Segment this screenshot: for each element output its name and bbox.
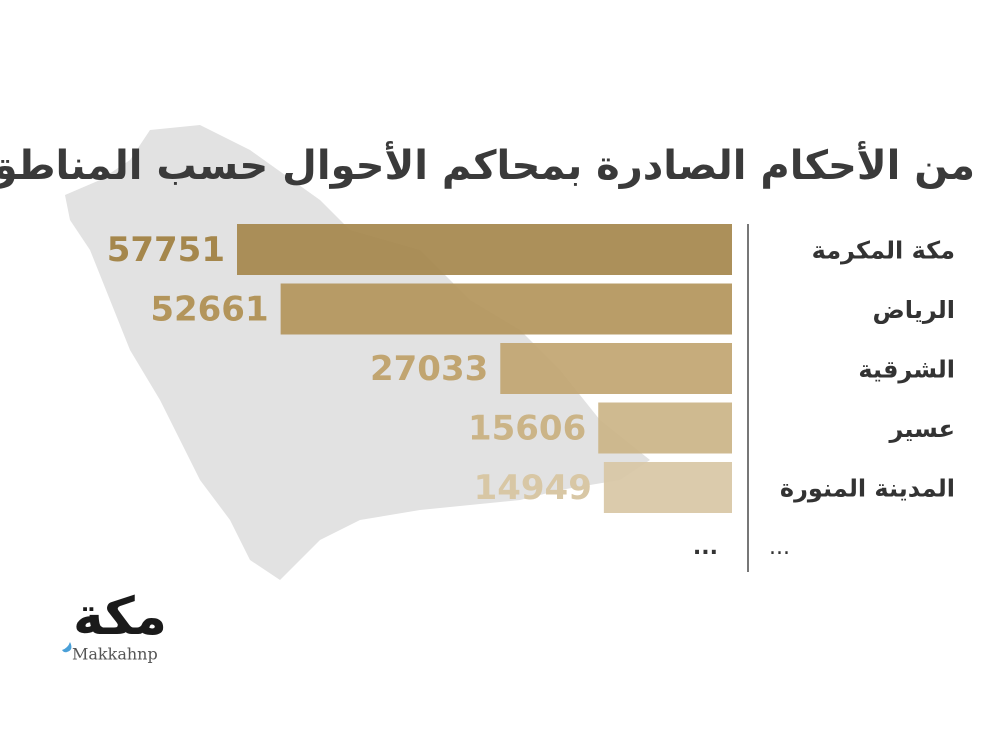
value-label: 57751 [107,230,225,270]
value-label: 27033 [370,349,488,389]
map-background [65,125,650,580]
ellipsis-value: ... [693,535,718,560]
value-label: 15606 [468,409,586,449]
bar [237,224,732,275]
logo-text: مكة [73,587,167,647]
category-label: مكة المكرمة [812,237,955,265]
bar [598,402,732,454]
value-label: 14949 [474,468,592,508]
category-label: الشرقية [858,356,955,384]
bar [280,283,732,335]
logo-handle: Makkahnp [72,645,158,664]
value-label: 52661 [150,290,268,330]
category-label: الرياض [873,296,955,324]
category-label: عسير [888,415,955,443]
twitter-icon [62,642,72,653]
chart-title: من الأحكام الصادرة بمحاكم الأحوال حسب ال… [0,140,975,189]
bar [603,462,732,513]
bar [500,343,732,394]
plot: 57751 مكة المكرمة 52661 الرياض 27033 الشرقية 1… [107,224,955,513]
category-label: المدينة المنورة [780,475,955,503]
ellipsis-category: ... [769,535,790,560]
